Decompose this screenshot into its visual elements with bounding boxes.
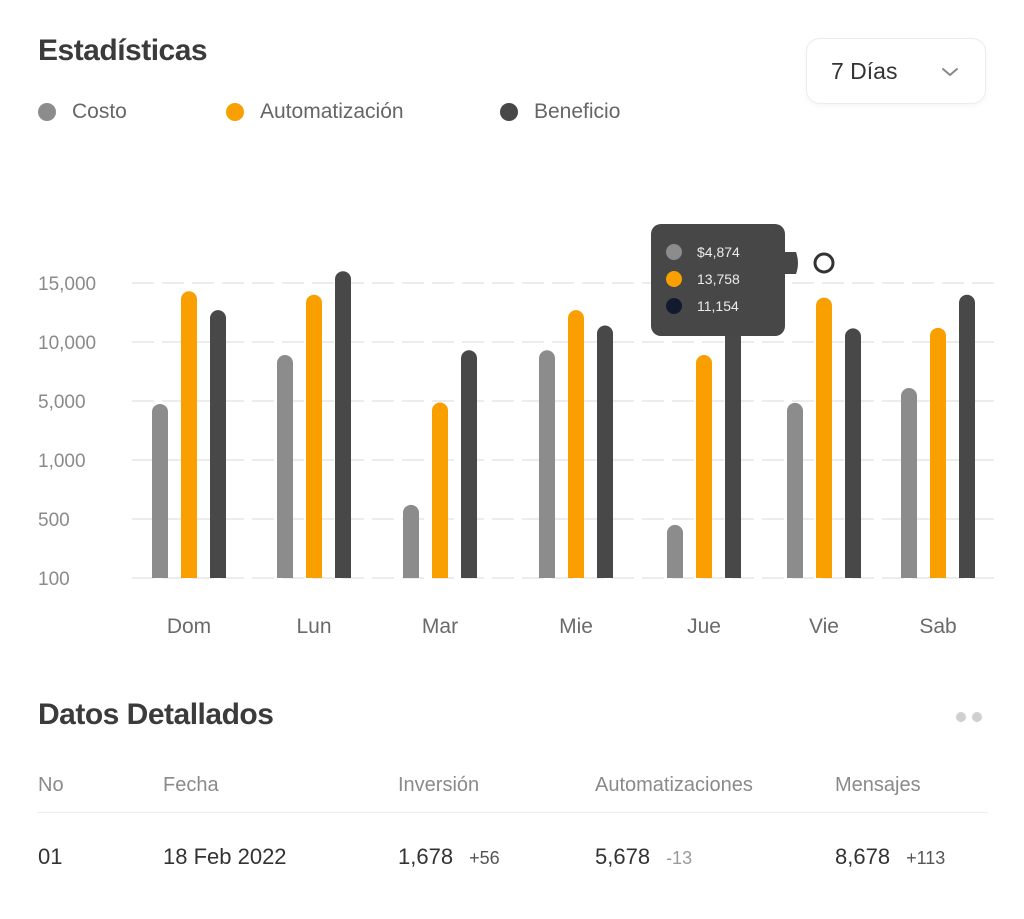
more-options-icon[interactable] [956,712,982,722]
details-title: Datos Detallados [38,698,274,731]
x-tick-label: Dom [167,615,211,638]
cell-inversion: 1,678 +56 [398,844,500,869]
bar-costo-base [152,570,168,578]
bar-beneficio [597,325,613,578]
legend-label-automatizacion: Automatización [260,100,404,123]
legend-label-costo: Costo [72,100,127,123]
tooltip-dot [666,271,682,287]
bar-costo-base [277,570,293,578]
automatizaciones-delta: -13 [666,848,693,868]
bar-beneficio-base [210,570,226,578]
bar-automatizacion [930,327,946,578]
bar-costo [667,524,683,578]
bar-automatizacion [568,310,584,578]
x-tick-label: Mie [559,615,593,638]
legend-item-beneficio[interactable]: Beneficio [500,100,620,124]
bar-automatizacion-base [696,570,712,578]
y-tick-label: 15,000 [38,274,96,295]
tooltip-value: $4,874 [697,244,740,260]
legend-label-beneficio: Beneficio [534,100,621,123]
legend-item-automatizacion[interactable]: Automatización [226,100,404,124]
y-tick-label: 1,000 [38,451,86,472]
y-tick-label: 500 [38,510,70,531]
chevron-down-icon [942,68,958,76]
mensajes-delta: +113 [906,848,946,868]
bar-automatizacion-base [181,570,197,578]
cell-no: 01 [38,844,63,869]
range-select[interactable]: 7 Días [806,38,986,104]
bar-costo [277,354,293,578]
bar-beneficio-base [845,570,861,578]
x-tick-label: Sab [919,615,956,638]
bar-beneficio [210,310,226,578]
bar-automatizacion-base [432,570,448,578]
table-divider [38,812,988,813]
legend-dot-automatizacion [226,103,244,121]
bar-costo [152,403,168,578]
column-header-automatizaciones: Automatizaciones [595,774,753,796]
bar-automatizacion-base [306,570,322,578]
tooltip-box [651,224,785,336]
column-header-mensajes: Mensajes [835,774,921,796]
bar-automatizacion [181,291,197,578]
bar-costo-base [901,570,917,578]
bar-automatizacion [432,402,448,578]
bar-costo-base [667,570,683,578]
bar-automatizacion-base [568,570,584,578]
bar-chart: 15,000 10,000 5,000 1,000 500 100 Dom Lun Mar Mie… [38,224,996,638]
cell-automatizaciones: 5,678 -13 [595,844,693,869]
bar-automatizacion [696,354,712,578]
column-header-inversion: Inversión [398,774,480,796]
bar-beneficio [959,294,975,578]
y-tick-label: 10,000 [38,333,96,354]
page-title: Estadísticas [38,34,208,67]
bar-automatizacion-base [816,570,832,578]
bar-beneficio [335,271,351,578]
bar-beneficio [845,328,861,578]
tooltip-dot [666,298,682,314]
column-header-no: No [38,774,64,796]
bar-beneficio-base [725,570,741,578]
bar-beneficio-base [597,570,613,578]
legend-dot-beneficio [500,103,518,121]
bar-costo-base [787,570,803,578]
x-tick-label: Mar [422,615,458,638]
tooltip-pointer [784,252,798,274]
cell-fecha: 18 Feb 2022 [163,844,287,869]
bar-beneficio-base [335,570,351,578]
bar-beneficio-base [461,570,477,578]
bar-beneficio [461,350,477,578]
tooltip-dot [666,244,682,260]
bar-automatizacion-base [930,570,946,578]
bar-costo [403,504,419,578]
cell-mensajes: 8,678 +113 [835,844,946,869]
bar-costo [787,402,803,578]
legend-item-costo[interactable]: Costo [38,100,127,124]
bar-automatizacion [816,297,832,578]
inversion-delta: +56 [469,848,500,868]
y-tick-label: 5,000 [38,392,86,413]
bar-automatizacion [306,294,322,578]
x-tick-label: Lun [296,615,331,638]
column-header-fecha: Fecha [163,774,219,796]
x-tick-label: Vie [809,615,839,638]
y-tick-label: 100 [38,569,70,590]
bar-beneficio [725,328,741,578]
bar-costo [539,350,555,578]
legend-dot-costo [38,103,56,121]
bar-beneficio-base [959,570,975,578]
bar-costo-base [539,570,555,578]
hover-marker [813,252,835,274]
tooltip-value: 11,154 [697,298,739,314]
bar-costo [901,388,917,578]
tooltip-value: 13,758 [697,271,740,287]
x-tick-label: Jue [687,615,721,638]
bar-costo-base [403,570,419,578]
range-select-value: 7 Días [831,57,898,84]
